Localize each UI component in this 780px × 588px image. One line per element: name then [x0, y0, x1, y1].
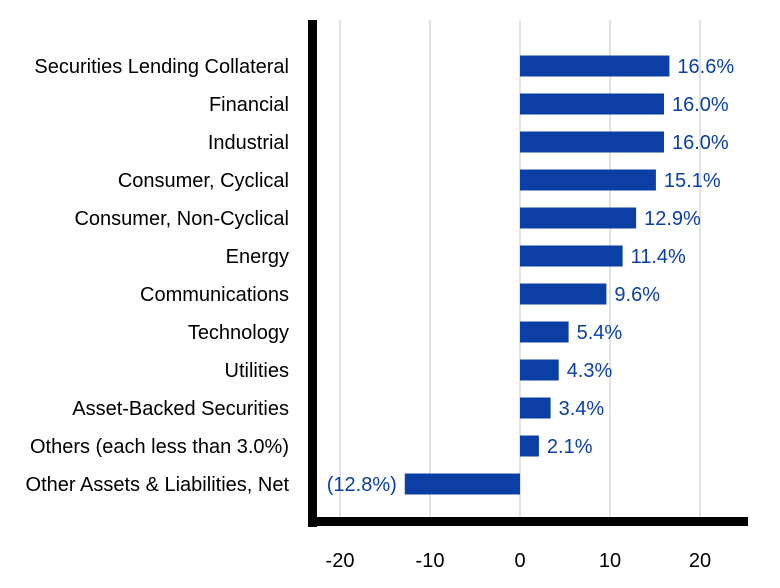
y-axis-line: [308, 20, 317, 527]
bar: [520, 435, 539, 457]
x-tick-label: -20: [326, 550, 355, 572]
x-tick-label: 0: [514, 550, 525, 572]
category-label: Utilities: [225, 360, 289, 382]
category-label: Asset-Backed Securities: [72, 398, 289, 420]
data-label: 9.6%: [614, 284, 660, 306]
x-axis-line: [308, 517, 748, 526]
bar: [520, 93, 664, 115]
bar: [520, 55, 670, 77]
category-label: Financial: [209, 94, 289, 116]
category-label: Consumer, Cyclical: [118, 170, 289, 192]
data-label: 12.9%: [644, 208, 701, 230]
data-label: 4.3%: [567, 360, 613, 382]
bar: [520, 169, 656, 191]
bar: [404, 473, 520, 495]
x-tick-label: 10: [599, 550, 621, 572]
category-label: Industrial: [208, 132, 289, 154]
category-label: Energy: [226, 246, 289, 268]
bar: [520, 207, 637, 229]
bar: [520, 397, 551, 419]
category-label: Other Assets & Liabilities, Net: [26, 474, 290, 496]
data-label: 2.1%: [547, 436, 593, 458]
data-label: 16.0%: [672, 132, 729, 154]
category-label: Others (each less than 3.0%): [30, 436, 289, 458]
bar: [520, 283, 607, 305]
labels: -20 -10 0 10 20 Securities Lending Collateral…: [26, 56, 735, 572]
bar: [520, 359, 559, 381]
data-label: 3.4%: [559, 398, 605, 420]
category-label: Consumer, Non-Cyclical: [74, 208, 289, 230]
bar: [520, 131, 664, 153]
data-label: (12.8%): [327, 474, 397, 496]
bar: [520, 245, 623, 267]
x-tick-label: 20: [689, 550, 711, 572]
axes: [308, 20, 748, 527]
category-label: Communications: [140, 284, 289, 306]
category-label: Technology: [188, 322, 289, 344]
data-label: 16.6%: [677, 56, 734, 78]
data-label: 11.4%: [631, 246, 686, 268]
data-label: 5.4%: [577, 322, 623, 344]
category-label: Securities Lending Collateral: [34, 56, 289, 78]
bar: [520, 321, 569, 343]
data-label: 15.1%: [664, 170, 721, 192]
bars: [404, 55, 670, 495]
x-tick-label: -10: [416, 550, 445, 572]
data-label: 16.0%: [672, 94, 729, 116]
